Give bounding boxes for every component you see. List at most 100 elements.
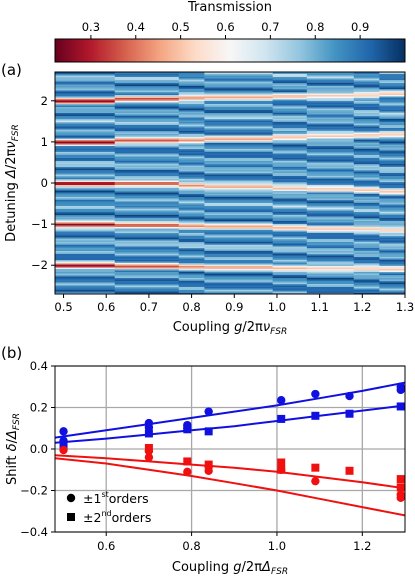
heatmap-cell bbox=[353, 151, 380, 154]
heatmap-cell bbox=[306, 259, 355, 262]
heatmap-cell bbox=[114, 276, 180, 278]
heatmap-cell bbox=[272, 123, 308, 125]
heatmap-cell bbox=[178, 220, 205, 223]
data-point-red-square bbox=[311, 463, 320, 472]
heatmap-cell bbox=[379, 114, 405, 116]
heatmap-cell bbox=[204, 289, 274, 292]
heatmap-cell bbox=[178, 112, 205, 115]
heatmap-cell bbox=[204, 226, 274, 229]
heatmap-cell bbox=[379, 91, 405, 94]
heatmap-cell bbox=[272, 205, 308, 208]
heatmap-cell bbox=[306, 121, 355, 124]
heatmap-cell bbox=[353, 160, 380, 163]
heatmap-cell bbox=[55, 132, 116, 134]
heatmap-cell bbox=[353, 210, 380, 212]
heatmap-cell bbox=[114, 157, 180, 160]
heatmap-cell bbox=[353, 162, 380, 164]
heatmap-cell bbox=[55, 105, 116, 107]
heatmap-cell bbox=[204, 208, 274, 211]
heatmap-cell bbox=[55, 240, 116, 242]
heatmap-cell bbox=[55, 256, 116, 259]
heatmap-cell bbox=[353, 198, 380, 200]
heatmap-cell bbox=[178, 141, 205, 143]
heatmap-cell bbox=[178, 237, 205, 239]
heatmap-cell bbox=[353, 237, 380, 239]
heatmap-cell bbox=[272, 213, 308, 215]
heatmap-cell bbox=[272, 240, 308, 242]
heatmap-cell bbox=[204, 274, 274, 277]
heatmap-cell bbox=[306, 219, 355, 221]
heatmap-cell bbox=[353, 217, 380, 220]
heatmap-cell bbox=[379, 150, 405, 152]
heatmap-cell bbox=[353, 100, 380, 103]
heatmap-cell bbox=[204, 253, 274, 256]
heatmap-cell bbox=[306, 190, 355, 193]
heatmap-cell bbox=[306, 156, 355, 158]
heatmap-cell bbox=[379, 190, 405, 193]
heatmap-cell bbox=[55, 147, 116, 149]
heatmap-cell bbox=[55, 97, 116, 100]
heatmap-cell bbox=[306, 247, 355, 250]
heatmap-cell bbox=[178, 106, 205, 109]
heatmap-cell bbox=[55, 249, 116, 251]
heatmap-cell bbox=[353, 207, 380, 209]
heatmap-cell bbox=[55, 180, 116, 182]
heatmap-cell bbox=[379, 252, 405, 254]
heatmap-cell bbox=[379, 171, 405, 173]
heatmap-cell bbox=[114, 160, 180, 163]
heatmap-cell bbox=[272, 283, 308, 286]
heatmap-cell bbox=[306, 271, 355, 274]
heatmap-cell bbox=[178, 207, 205, 209]
heatmap-cell bbox=[178, 282, 205, 284]
heatmap-cell bbox=[178, 234, 205, 236]
heatmap-cell bbox=[114, 154, 180, 157]
heatmap-cell bbox=[178, 241, 205, 244]
heatmap-cell bbox=[379, 115, 405, 118]
heatmap-cell bbox=[178, 231, 205, 233]
heatmap-cell bbox=[379, 249, 405, 251]
heatmap-cell bbox=[272, 79, 308, 82]
heatmap-cell bbox=[114, 75, 180, 77]
heatmap-cell bbox=[114, 207, 180, 209]
heatmap-cell bbox=[272, 261, 308, 263]
heatmap-cell bbox=[178, 246, 205, 248]
heatmap-cell bbox=[272, 259, 308, 262]
heatmap-cell bbox=[55, 292, 116, 294]
data-point-red-circle bbox=[59, 445, 68, 455]
scatter-y-tick-label: 0.4 bbox=[30, 359, 48, 373]
heatmap-cell bbox=[204, 241, 274, 244]
heatmap-cell bbox=[353, 84, 380, 86]
heatmap-cell bbox=[379, 211, 405, 214]
heatmap-cell bbox=[178, 255, 205, 257]
heatmap-cell bbox=[55, 265, 116, 268]
heatmap-cell bbox=[178, 139, 205, 142]
heatmap-cell bbox=[306, 210, 355, 212]
heatmap-cell bbox=[353, 240, 380, 242]
heatmap-cell bbox=[306, 213, 355, 215]
heatmap-cell bbox=[178, 280, 205, 283]
heatmap-cell bbox=[272, 129, 308, 131]
data-point-red-square bbox=[204, 460, 213, 469]
heatmap-cell bbox=[178, 289, 205, 292]
heatmap-cell bbox=[55, 175, 116, 178]
heatmap-cell bbox=[379, 84, 405, 86]
heatmap-cell bbox=[272, 207, 308, 209]
heatmap-cell bbox=[178, 252, 205, 254]
heatmap-cell bbox=[204, 172, 274, 175]
heatmap-cell bbox=[204, 148, 274, 151]
heatmap-cell bbox=[306, 117, 355, 119]
heatmap-cell bbox=[306, 147, 355, 149]
heatmap-cell bbox=[114, 169, 180, 172]
heatmap-cell bbox=[353, 229, 380, 232]
heatmap-cell bbox=[379, 217, 405, 220]
heatmap-cell bbox=[204, 154, 274, 157]
heatmap-cell bbox=[114, 286, 180, 289]
colorbar-ticks: 0.3 0.4 0.5 0.6 0.7 0.8 0.9 bbox=[82, 20, 369, 39]
heatmap-cell bbox=[178, 195, 205, 197]
heatmap-cell bbox=[114, 88, 180, 91]
heatmap-cell bbox=[272, 84, 308, 86]
heatmap-cell bbox=[306, 136, 355, 139]
heatmap-cell bbox=[306, 274, 355, 277]
heatmap-cell bbox=[306, 186, 355, 188]
heatmap-cell bbox=[114, 142, 180, 145]
